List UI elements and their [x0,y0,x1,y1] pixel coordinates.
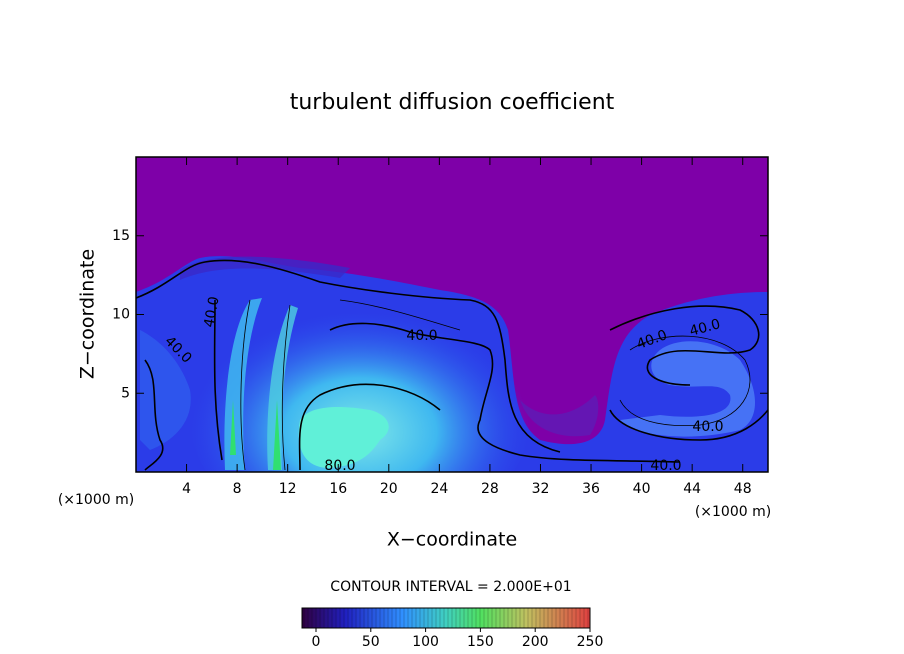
field [136,157,768,472]
field-region [620,341,755,437]
field-region [520,395,599,437]
contour-lines [240,299,751,471]
x-tick-label: 32 [532,481,550,497]
y-tick-label: 15 [112,228,130,244]
x-tick-label: 12 [279,481,297,497]
field-region [140,330,191,450]
x-tick-label: 16 [329,481,347,497]
colorbar-tick-label: 0 [312,634,321,650]
contour-label: 40.0 [201,295,222,328]
contour-label: 40.0 [688,316,722,340]
contour-label: 40.0 [406,328,437,344]
field-region [298,407,389,468]
unit-label: (×1000 m) [58,492,134,508]
y-tick-label: 5 [121,385,130,401]
contour-label: 80.0 [324,458,355,474]
x-tick-label: 8 [233,481,242,497]
colorbar-tick-label: 250 [577,634,604,650]
contour-label: 40.0 [692,419,723,435]
colorbar-title: CONTOUR INTERVAL = 2.000E+01 [330,579,571,595]
y-tick-label: 10 [112,307,130,323]
colorbar-tick-label: 50 [362,634,380,650]
field-region [180,256,350,280]
x-axis-label: X−coordinate [387,529,517,551]
y-axis-label: Z−coordinate [77,249,99,379]
x-tick-label: 48 [734,481,752,497]
colorbar-tick-label: 150 [467,634,494,650]
colorbar-tick-label: 200 [522,634,549,650]
x-tick-label: 28 [481,481,499,497]
x-tick-label: 44 [683,481,701,497]
x-tick-label: 20 [380,481,398,497]
colorbar-tick-label: 100 [412,634,439,650]
x-tick-label: 4 [182,481,191,497]
contour-label: 40.0 [650,458,681,474]
contour-lines [136,259,768,471]
x-tick-label: 24 [430,481,448,497]
chart-title: turbulent diffusion coefficient [290,90,615,115]
field-region [230,400,281,470]
x-tick-label: 40 [633,481,651,497]
colorbar [301,607,591,629]
unit-label: (×1000 m) [695,504,771,520]
x-tick-label: 36 [582,481,600,497]
